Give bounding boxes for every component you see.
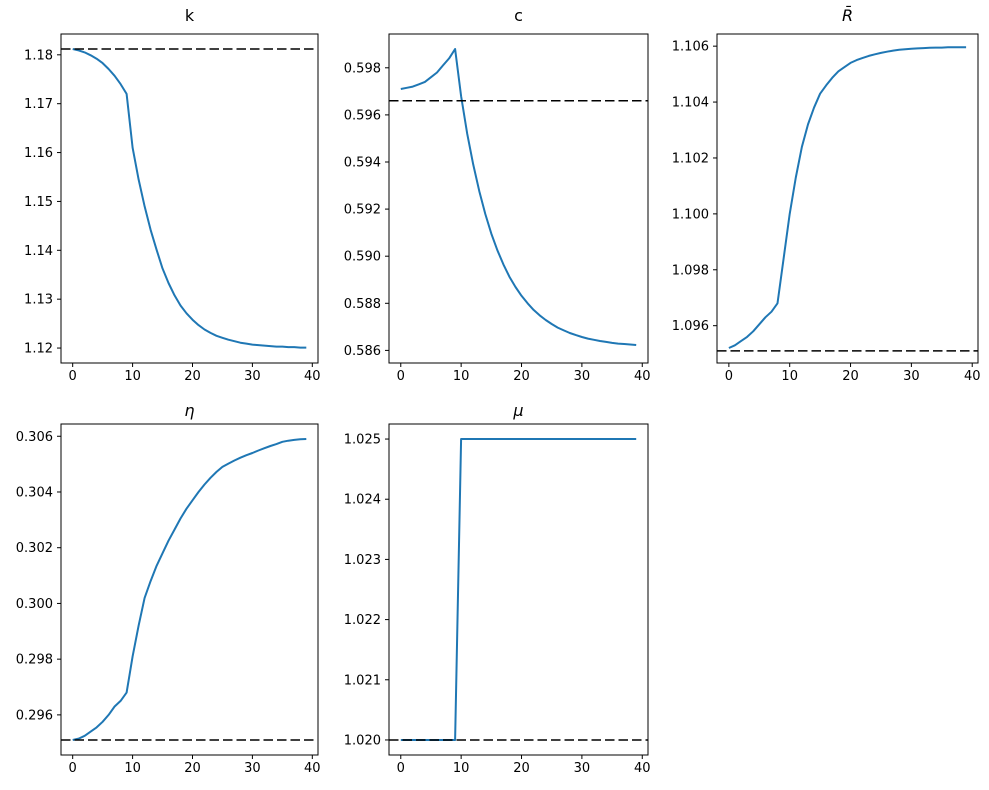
x-tick-label: 20 [184,761,201,776]
subplot-eta: η 0.296 0.298 0.300 0.302 0.304 0.306 0 10 20 30 4… [0,395,330,790]
y-tick-label: 1.17 [24,97,53,112]
axes-frame [60,33,319,364]
x-tick-label: 30 [574,761,591,776]
y-tick-label: 0.298 [16,653,53,668]
y-tick-label: 1.13 [24,293,53,308]
y-tick-label: 0.598 [344,61,381,76]
x-tick-label: 0 [69,369,77,384]
y-tick-label: 1.15 [24,195,53,210]
chart-rbar-canvas: 1.096 1.098 1.100 1.102 1.104 1.106 0 10 20 30 40 [672,33,981,384]
x-tick-label: 10 [781,369,798,384]
chart-title-rbar: R̄ [841,6,854,25]
x-tick-label: 40 [964,369,981,384]
y-tick-label: 0.302 [16,541,53,556]
chart-mu-canvas: 1.020 1.021 1.022 1.023 1.024 1.025 0 10 20 30 40 [344,423,651,776]
series-line-Rbar [728,46,967,349]
x-tick-label: 40 [304,761,321,776]
y-tick-label: 0.296 [16,708,53,723]
axes-frame [388,423,649,756]
y-tick-label: 0.306 [16,430,53,445]
x-tick-label: 0 [69,761,77,776]
x-tick-label: 10 [453,761,470,776]
y-tick-label: 1.12 [24,342,53,357]
axes-frame [60,423,319,756]
x-tick-label: 30 [574,369,591,384]
y-tick-label: 1.022 [344,613,381,628]
subplot-mu: μ 1.020 1.021 1.022 1.023 1.024 1.025 0 10 20 30 4… [330,395,660,790]
axes-frame [716,33,979,364]
chart-title-k: k [184,6,195,25]
series-line-mu [400,438,637,741]
y-tick-label: 0.592 [344,203,381,218]
series-line-k [72,48,307,349]
chart-title-c: c [514,6,523,25]
y-tick-label: 1.106 [672,40,709,55]
x-tick-label: 40 [304,369,321,384]
chart-eta-canvas: 0.296 0.298 0.300 0.302 0.304 0.306 0 10 20 30 40 [16,423,321,776]
x-tick-label: 20 [842,369,859,384]
x-tick-label: 30 [903,369,920,384]
y-tick-label: 1.025 [344,433,381,448]
x-tick-label: 30 [244,369,261,384]
chart-title-mu: μ [513,401,524,420]
y-tick-label: 1.024 [344,493,381,508]
x-tick-label: 10 [124,761,141,776]
series-line-eta [72,438,307,741]
y-tick-label: 1.020 [344,733,381,748]
x-tick-label: 30 [244,761,261,776]
x-tick-label: 20 [184,369,201,384]
x-tick-label: 10 [453,369,470,384]
y-tick-label: 1.021 [344,673,381,688]
y-tick-label: 1.104 [672,96,709,111]
chart-k-canvas: 1.12 1.13 1.14 1.15 1.16 1.17 1.18 0 10 20 30 40 [24,33,321,384]
x-tick-label: 0 [397,761,405,776]
y-tick-label: 0.596 [344,108,381,123]
series-line-c [400,48,637,346]
y-tick-label: 1.100 [672,207,709,222]
x-tick-label: 40 [634,369,651,384]
y-tick-label: 0.590 [344,250,381,265]
chart-c-canvas: 0.586 0.588 0.590 0.592 0.594 0.596 0.598 0 10 20… [344,33,651,384]
y-tick-label: 1.14 [24,244,53,259]
x-tick-label: 20 [513,761,530,776]
y-tick-label: 1.023 [344,553,381,568]
x-tick-label: 40 [634,761,651,776]
subplot-k: k 1.12 1.13 1.14 1.15 1.16 1.17 1.18 0 10 20 30 40 [0,0,330,395]
x-tick-label: 0 [725,369,733,384]
axes-frame [388,33,649,364]
y-tick-label: 1.16 [24,146,53,161]
x-tick-label: 20 [513,369,530,384]
y-tick-label: 0.586 [344,344,381,359]
y-tick-label: 1.102 [672,151,709,166]
y-tick-label: 0.300 [16,597,53,612]
subplot-c: c 0.586 0.588 0.590 0.592 0.594 0.596 0.598 0 10… [330,0,660,395]
y-tick-label: 0.594 [344,155,381,170]
x-tick-label: 10 [124,369,141,384]
y-tick-label: 1.098 [672,263,709,278]
y-tick-label: 0.304 [16,485,53,500]
x-tick-label: 0 [397,369,405,384]
empty-subplot-slot [660,395,989,790]
y-tick-label: 1.18 [24,48,53,63]
y-tick-label: 0.588 [344,297,381,312]
subplot-rbar: R̄ 1.096 1.098 1.100 1.102 1.104 1.106 0 10 20 30… [660,0,989,395]
chart-title-eta: η [184,401,195,420]
y-tick-label: 1.096 [672,319,709,334]
